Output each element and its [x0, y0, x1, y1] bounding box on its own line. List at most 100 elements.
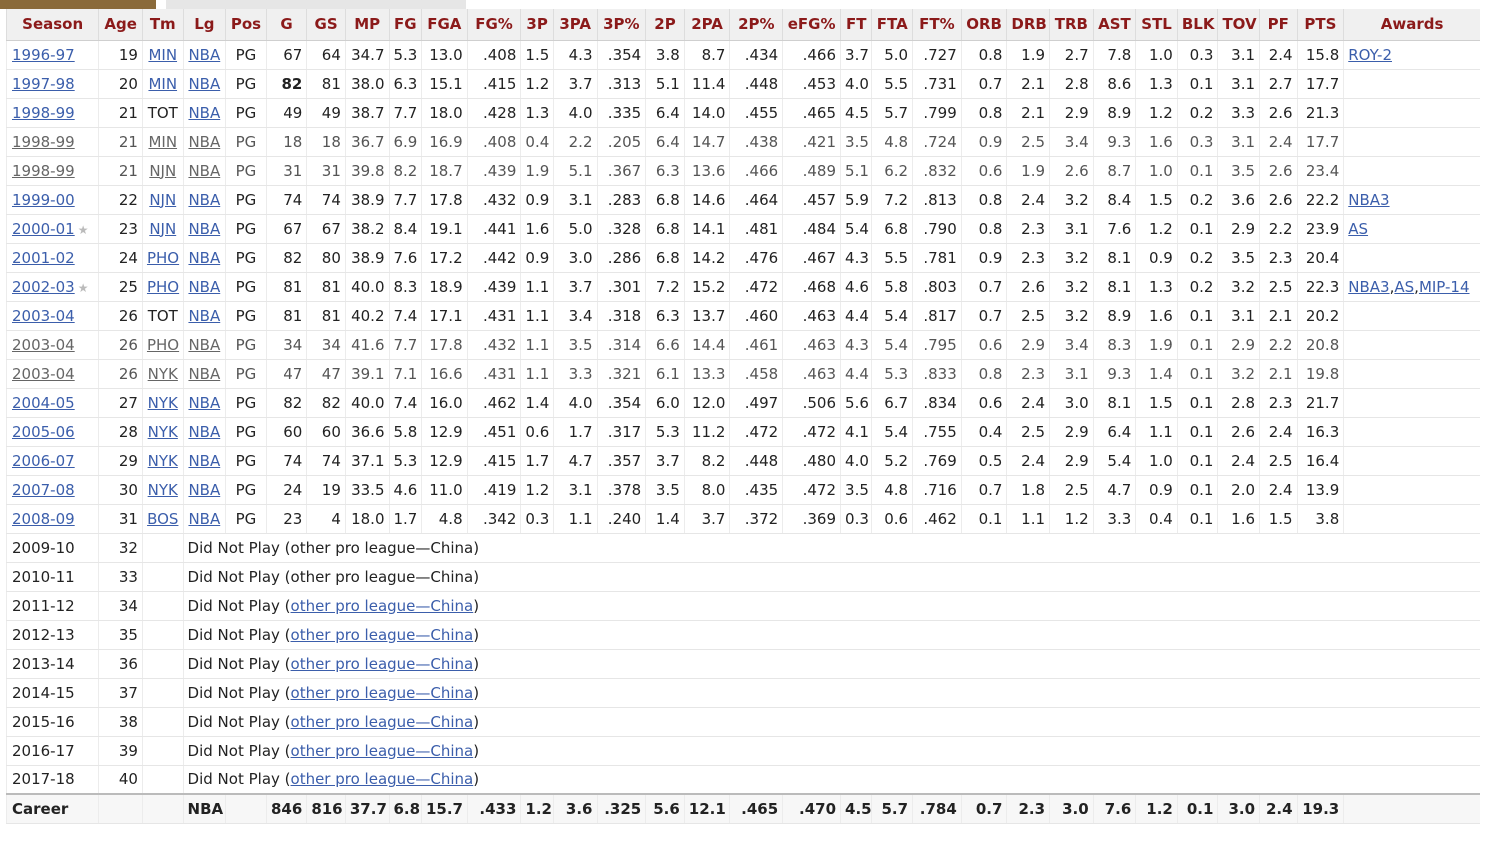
league-link[interactable]: NBA	[188, 248, 221, 267]
season-link[interactable]: 2006-07	[12, 451, 75, 470]
season-link[interactable]: 2003-04	[12, 335, 75, 354]
stat-cell-3p: 1.6	[520, 214, 554, 244]
column-header-3p-pct[interactable]: 3P%	[596, 9, 646, 41]
column-header-pos[interactable]: Pos	[225, 9, 267, 41]
league-link[interactable]: NBA	[188, 451, 221, 470]
column-header-stl[interactable]: STL	[1135, 9, 1178, 41]
column-header-age[interactable]: Age	[98, 9, 143, 41]
team-link[interactable]: PHO	[146, 277, 180, 296]
column-header-gs[interactable]: GS	[306, 9, 346, 41]
award-link[interactable]: MIP-14	[1418, 277, 1470, 296]
season-link[interactable]: 2003-04	[12, 364, 75, 383]
season-link[interactable]: 2008-09	[12, 509, 75, 528]
league-link[interactable]: NBA	[188, 335, 221, 354]
award-link[interactable]: ROY-2	[1348, 45, 1392, 64]
stat-cell-fga: 12.9	[420, 446, 468, 476]
league-link[interactable]: other pro league—China	[290, 712, 474, 731]
season-link[interactable]: 1997-98	[12, 74, 75, 93]
column-header-efg-pct[interactable]: eFG%	[782, 9, 841, 41]
league-link[interactable]: NBA	[188, 219, 221, 238]
column-header-tm[interactable]: Tm	[141, 9, 184, 41]
league-link[interactable]: NBA	[188, 480, 221, 499]
team-link[interactable]: NYK	[147, 422, 178, 441]
league-link[interactable]: NBA	[188, 74, 221, 93]
season-link[interactable]: 2005-06	[12, 422, 75, 441]
season-link[interactable]: 1996-97	[12, 45, 75, 64]
award-link[interactable]: NBA3	[1348, 277, 1390, 296]
league-link[interactable]: NBA	[188, 422, 221, 441]
column-header-orb[interactable]: ORB	[960, 9, 1007, 41]
column-header-ft[interactable]: FT	[840, 9, 872, 41]
season-link[interactable]: 2007-08	[12, 480, 75, 499]
column-header-tov[interactable]: TOV	[1217, 9, 1260, 41]
stat-cell-g: 82	[265, 69, 307, 99]
league-link[interactable]: NBA	[188, 103, 221, 122]
league-link[interactable]: other pro league—China	[290, 625, 474, 644]
column-header-fga[interactable]: FGA	[420, 9, 468, 41]
column-header-lg[interactable]: Lg	[182, 9, 226, 41]
season-link[interactable]: 2004-05	[12, 393, 75, 412]
league-link[interactable]: NBA	[188, 393, 221, 412]
team-link[interactable]: NJN	[149, 161, 177, 180]
season-link[interactable]: 2001-02	[12, 248, 75, 267]
column-header-2p-pct[interactable]: 2P%	[729, 9, 783, 41]
season-link[interactable]: 2003-04	[12, 306, 75, 325]
column-header-2pa[interactable]: 2PA	[683, 9, 730, 41]
column-header-2p[interactable]: 2P	[645, 9, 685, 41]
season-link[interactable]: 1998-99	[12, 103, 75, 122]
league-link[interactable]: NBA	[188, 190, 221, 209]
season-link[interactable]: 1998-99	[12, 132, 75, 151]
column-header-3pa[interactable]: 3PA	[552, 9, 597, 41]
league-link[interactable]: NBA	[188, 277, 221, 296]
league-link[interactable]: NBA	[188, 364, 221, 383]
season-link[interactable]: 1999-00	[12, 190, 75, 209]
award-link[interactable]: AS	[1348, 219, 1369, 238]
stat-cell-fga: 18.0	[420, 98, 468, 128]
award-link[interactable]: NBA3	[1348, 190, 1390, 209]
league-link[interactable]: other pro league—China	[290, 770, 474, 789]
column-header-drb[interactable]: DRB	[1006, 9, 1050, 41]
column-header-pts[interactable]: PTS	[1296, 9, 1344, 41]
column-header-ast[interactable]: AST	[1092, 9, 1136, 41]
column-header-3p[interactable]: 3P	[520, 9, 554, 41]
league-link[interactable]: NBA	[188, 161, 221, 180]
column-header-trb[interactable]: TRB	[1049, 9, 1094, 41]
column-header-awards[interactable]: Awards	[1343, 9, 1480, 41]
league-link[interactable]: other pro league—China	[290, 741, 474, 760]
team-link[interactable]: BOS	[147, 509, 179, 528]
team-link[interactable]: NYK	[147, 451, 178, 470]
team-link[interactable]: NYK	[147, 364, 178, 383]
team-link[interactable]: MIN	[148, 132, 178, 151]
column-header-ft-pct[interactable]: FT%	[912, 9, 962, 41]
league-link[interactable]: NBA	[188, 306, 221, 325]
team-link[interactable]: NYK	[147, 393, 178, 412]
team-link[interactable]: PHO	[146, 248, 180, 267]
team-link[interactable]: MIN	[148, 74, 178, 93]
team-link[interactable]: NYK	[147, 480, 178, 499]
league-link[interactable]: other pro league—China	[290, 596, 474, 615]
column-header-g[interactable]: G	[265, 9, 307, 41]
stat-cell-2p-pct: .434	[729, 40, 783, 70]
league-link[interactable]: NBA	[188, 45, 221, 64]
column-header-fg-pct[interactable]: FG%	[466, 9, 521, 41]
team-link[interactable]: NJN	[149, 219, 177, 238]
column-header-mp[interactable]: MP	[344, 9, 389, 41]
team-link[interactable]: PHO	[146, 335, 180, 354]
league-link[interactable]: other pro league—China	[290, 654, 474, 673]
column-header-fta[interactable]: FTA	[871, 9, 913, 41]
award-link[interactable]: AS	[1394, 277, 1415, 296]
team-link[interactable]: MIN	[148, 45, 178, 64]
league-link[interactable]: NBA	[188, 132, 221, 151]
stat-cell-pts: 17.7	[1296, 127, 1344, 157]
season-link[interactable]: 2002-03	[12, 277, 75, 296]
team-link[interactable]: NJN	[149, 190, 177, 209]
league-link[interactable]: other pro league—China	[290, 683, 474, 702]
column-header-blk[interactable]: BLK	[1176, 9, 1218, 41]
column-header-fg[interactable]: FG	[388, 9, 422, 41]
did-not-play-suffix: )	[473, 712, 480, 731]
season-link[interactable]: 2000-01	[12, 219, 75, 238]
season-link[interactable]: 1998-99	[12, 161, 75, 180]
column-header-pf[interactable]: PF	[1259, 9, 1298, 41]
column-header-season[interactable]: Season	[5, 9, 99, 41]
league-link[interactable]: NBA	[188, 509, 221, 528]
